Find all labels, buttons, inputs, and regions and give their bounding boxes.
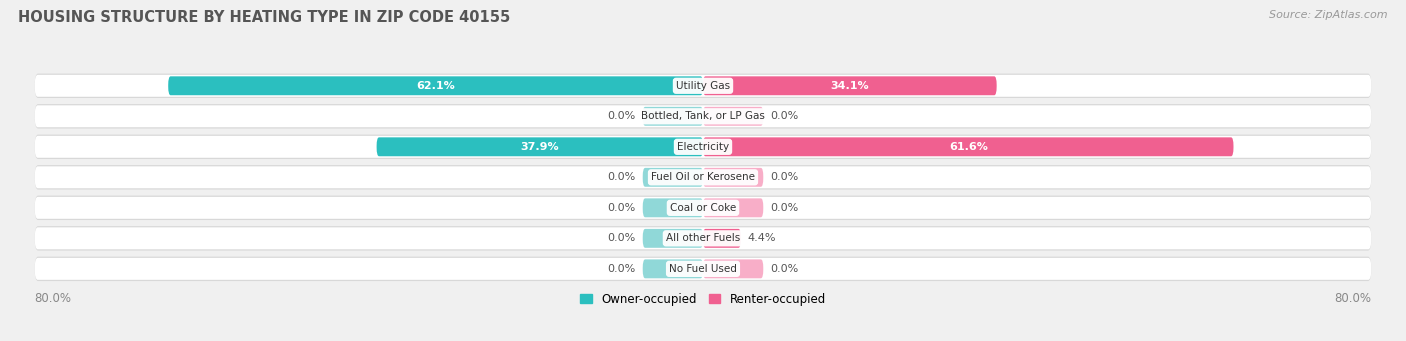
Text: 0.0%: 0.0%	[607, 233, 636, 243]
FancyBboxPatch shape	[35, 166, 1371, 188]
Text: Coal or Coke: Coal or Coke	[669, 203, 737, 213]
FancyBboxPatch shape	[35, 226, 1371, 251]
FancyBboxPatch shape	[35, 196, 1371, 220]
FancyBboxPatch shape	[703, 198, 763, 217]
Text: HOUSING STRUCTURE BY HEATING TYPE IN ZIP CODE 40155: HOUSING STRUCTURE BY HEATING TYPE IN ZIP…	[18, 10, 510, 25]
Text: Fuel Oil or Kerosene: Fuel Oil or Kerosene	[651, 172, 755, 182]
FancyBboxPatch shape	[35, 74, 1371, 98]
Text: 4.4%: 4.4%	[748, 233, 776, 243]
FancyBboxPatch shape	[703, 76, 997, 95]
Text: Utility Gas: Utility Gas	[676, 81, 730, 91]
Text: 61.6%: 61.6%	[949, 142, 987, 152]
Text: All other Fuels: All other Fuels	[666, 233, 740, 243]
Text: 37.9%: 37.9%	[520, 142, 560, 152]
Text: 0.0%: 0.0%	[607, 264, 636, 274]
FancyBboxPatch shape	[703, 229, 741, 248]
FancyBboxPatch shape	[35, 165, 1371, 190]
FancyBboxPatch shape	[643, 107, 703, 126]
Text: 80.0%: 80.0%	[1334, 292, 1371, 305]
FancyBboxPatch shape	[703, 107, 763, 126]
FancyBboxPatch shape	[35, 258, 1371, 280]
Text: Electricity: Electricity	[676, 142, 730, 152]
FancyBboxPatch shape	[35, 257, 1371, 281]
FancyBboxPatch shape	[35, 197, 1371, 219]
FancyBboxPatch shape	[703, 260, 763, 278]
Text: 0.0%: 0.0%	[607, 172, 636, 182]
Text: 0.0%: 0.0%	[770, 203, 799, 213]
Text: 0.0%: 0.0%	[607, 203, 636, 213]
Text: 0.0%: 0.0%	[607, 111, 636, 121]
Text: 80.0%: 80.0%	[35, 292, 72, 305]
Text: 34.1%: 34.1%	[831, 81, 869, 91]
Text: 62.1%: 62.1%	[416, 81, 456, 91]
FancyBboxPatch shape	[377, 137, 703, 156]
FancyBboxPatch shape	[35, 105, 1371, 127]
Text: 0.0%: 0.0%	[770, 264, 799, 274]
FancyBboxPatch shape	[35, 136, 1371, 158]
Text: 0.0%: 0.0%	[770, 111, 799, 121]
FancyBboxPatch shape	[35, 104, 1371, 129]
FancyBboxPatch shape	[35, 135, 1371, 159]
Text: No Fuel Used: No Fuel Used	[669, 264, 737, 274]
FancyBboxPatch shape	[643, 168, 703, 187]
Text: Bottled, Tank, or LP Gas: Bottled, Tank, or LP Gas	[641, 111, 765, 121]
FancyBboxPatch shape	[703, 168, 763, 187]
FancyBboxPatch shape	[703, 137, 1233, 156]
FancyBboxPatch shape	[35, 75, 1371, 97]
Text: 0.0%: 0.0%	[770, 172, 799, 182]
FancyBboxPatch shape	[643, 260, 703, 278]
FancyBboxPatch shape	[643, 198, 703, 217]
Legend: Owner-occupied, Renter-occupied: Owner-occupied, Renter-occupied	[579, 293, 827, 306]
Text: Source: ZipAtlas.com: Source: ZipAtlas.com	[1270, 10, 1388, 20]
FancyBboxPatch shape	[35, 227, 1371, 249]
FancyBboxPatch shape	[169, 76, 703, 95]
FancyBboxPatch shape	[643, 229, 703, 248]
